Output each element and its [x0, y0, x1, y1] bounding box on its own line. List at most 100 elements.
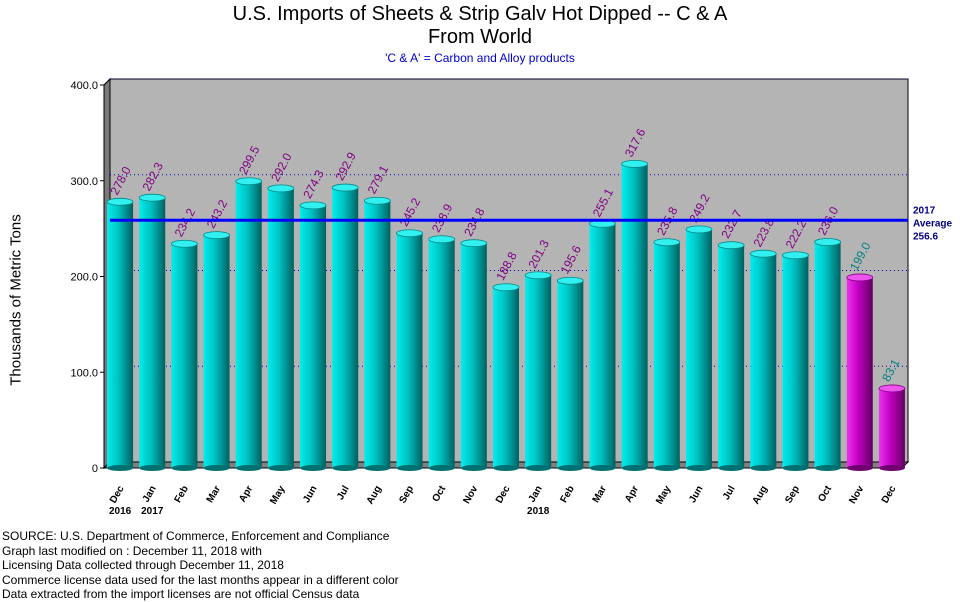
bar-body	[846, 277, 873, 468]
y-tick-label: 300.0	[70, 176, 98, 188]
bar-base	[846, 465, 873, 471]
average-label: 256.6	[913, 231, 938, 242]
bar	[428, 235, 456, 471]
bar-cap	[492, 283, 520, 292]
bar	[846, 273, 874, 471]
x-tick-label: Apr	[237, 484, 255, 505]
x-tick-label: Nov	[847, 484, 866, 506]
bar-body	[139, 197, 166, 468]
x-tick-label: Oct	[430, 483, 448, 504]
bar	[524, 271, 552, 471]
bar-base	[300, 465, 327, 471]
bar	[492, 283, 520, 471]
bar	[814, 238, 841, 471]
bar-body	[685, 229, 712, 468]
bar-body	[428, 239, 455, 468]
bar	[749, 249, 777, 471]
chart-title-line2: From World	[427, 26, 533, 48]
y-tick-label: 100.0	[70, 367, 98, 379]
bar	[170, 239, 198, 471]
bar-cap	[717, 241, 745, 250]
bar-cap	[524, 271, 552, 280]
bar	[621, 159, 649, 471]
x-tick-label: Jul	[335, 484, 352, 502]
year-label: 2018	[527, 506, 550, 517]
source-note-line: Data extracted from the import licenses …	[2, 587, 360, 602]
bar	[363, 196, 391, 471]
bar-base	[267, 465, 294, 471]
bar-base	[718, 465, 745, 471]
bar-base	[332, 465, 359, 471]
bar	[267, 184, 295, 471]
bar-base	[653, 465, 680, 471]
x-tick-label: Dec	[880, 484, 899, 506]
bar-body	[267, 188, 294, 468]
bar-base	[750, 465, 777, 471]
bar-cap	[782, 251, 809, 260]
bar-body	[589, 223, 616, 468]
bar-body	[332, 187, 359, 468]
bar	[717, 241, 745, 471]
bar-cap	[106, 197, 134, 206]
bar-cap	[203, 231, 230, 240]
bar-body	[878, 388, 905, 468]
bar-base	[557, 465, 584, 471]
bar-body	[557, 280, 584, 468]
bar-base	[493, 465, 519, 471]
bar-cap	[556, 276, 584, 285]
bar	[782, 251, 809, 471]
bar-body	[203, 235, 230, 468]
x-tick-label: Jun	[301, 484, 319, 505]
bar-base	[203, 465, 230, 471]
bar-cap	[299, 201, 327, 210]
average-label: Average	[913, 218, 953, 229]
bar-base	[878, 465, 905, 471]
bar-cap	[846, 273, 874, 282]
bar-base	[525, 465, 552, 471]
x-tick-label: Sep	[397, 484, 416, 505]
bar-base	[171, 465, 198, 471]
bar-cap	[331, 183, 359, 192]
x-tick-label: Feb	[559, 484, 577, 505]
bar-base	[685, 465, 712, 471]
source-note-line: Commerce license data used for the last …	[2, 572, 399, 587]
bar-cap	[814, 238, 841, 246]
bar-cap	[235, 177, 263, 186]
bar	[556, 276, 584, 471]
y-tick-label: 400.0	[70, 80, 98, 92]
x-tick-label: Jan	[141, 484, 159, 504]
bar-base	[364, 465, 391, 471]
x-tick-label: Jul	[721, 484, 738, 502]
bar-base	[814, 465, 841, 471]
bar	[331, 183, 359, 471]
x-tick-label: Apr	[623, 484, 641, 505]
bar-body	[750, 253, 777, 468]
bar-cap	[138, 193, 166, 202]
bar	[685, 225, 713, 471]
bar-cap	[396, 229, 423, 238]
bar-base	[107, 465, 134, 471]
y-tick-label: 0	[92, 463, 98, 475]
year-label: 2016	[109, 506, 132, 517]
bar	[878, 384, 906, 471]
bar-base	[396, 465, 423, 471]
bar-body	[396, 233, 423, 468]
bar-cap	[170, 239, 198, 248]
bar-cap	[749, 249, 777, 258]
bar	[460, 239, 488, 471]
bar-cap	[428, 235, 456, 244]
source-notes: SOURCE: U.S. Department of Commerce, Enf…	[2, 529, 399, 602]
bar-base	[589, 465, 616, 471]
year-label: 2017	[141, 506, 164, 517]
bar-body	[235, 181, 262, 468]
bar-cap	[653, 238, 681, 247]
x-tick-label: Nov	[461, 484, 480, 506]
bar-base	[235, 465, 262, 471]
bar-body	[814, 242, 841, 468]
bar	[589, 219, 616, 471]
x-tick-label: Aug	[365, 484, 384, 506]
bar	[235, 177, 263, 471]
bar-cap	[460, 239, 488, 248]
bar	[203, 231, 230, 471]
